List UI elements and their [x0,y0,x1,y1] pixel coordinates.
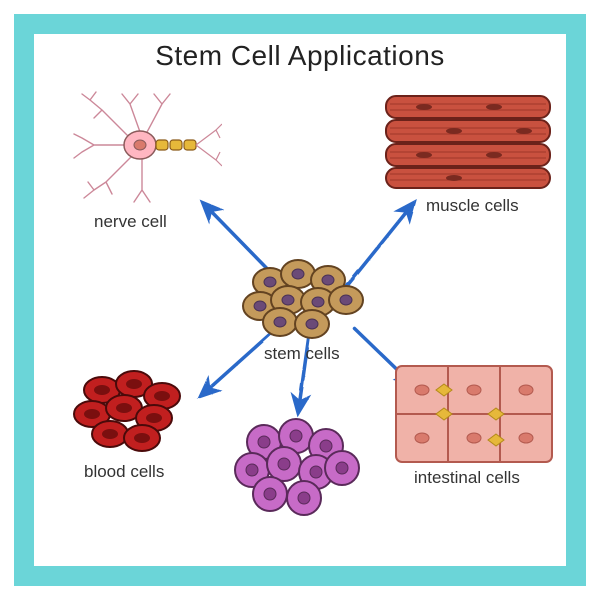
diagram-canvas: Stem Cell Applications [34,34,566,566]
blood-cells-label: blood cells [84,462,164,482]
intestinal-cells-label: intestinal cells [414,468,520,488]
stem-cells-icon [240,252,370,342]
muscle-cells-icon [384,92,554,192]
nerve-cell-label: nerve cell [94,212,167,232]
stem-cells-label: stem cells [264,344,340,364]
intestinal-cells-icon [394,364,554,464]
nerve-cell-icon [72,90,222,210]
blood-cells-icon [66,362,196,462]
purple-cells-icon [226,414,366,524]
muscle-cells-label: muscle cells [426,196,519,216]
diagram-frame: Stem Cell Applications [14,14,586,586]
